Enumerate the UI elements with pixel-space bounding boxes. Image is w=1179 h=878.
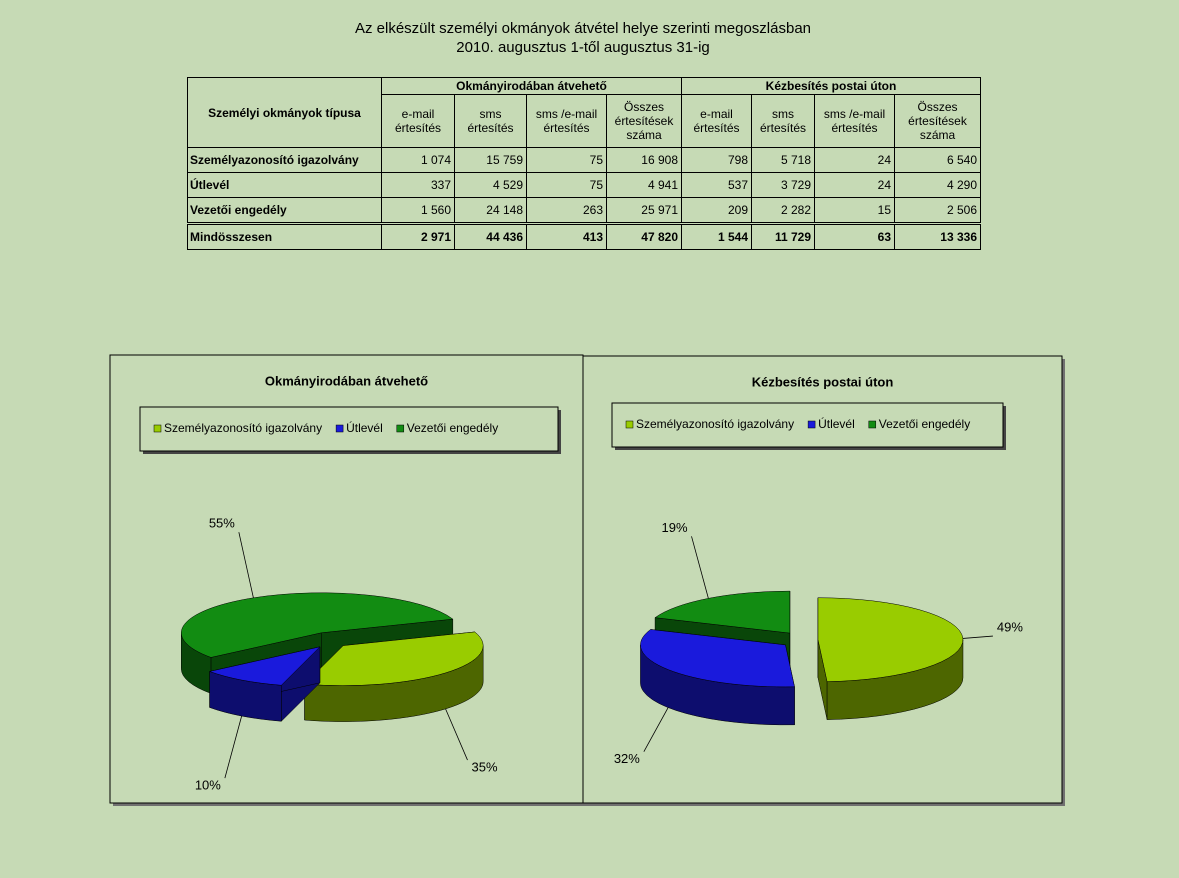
table-cell: Személyazonosító igazolvány bbox=[187, 147, 382, 173]
data-label: 19% bbox=[661, 520, 687, 535]
legend-swatch bbox=[153, 424, 162, 433]
table-cell: Vezetői engedély bbox=[187, 197, 382, 224]
table-cell: 337 bbox=[381, 172, 455, 198]
leader-line bbox=[962, 635, 993, 639]
legend-label: Vezetői engedély bbox=[407, 421, 498, 435]
table-cell: 15 bbox=[814, 197, 895, 224]
table-cell: 4 290 bbox=[894, 172, 981, 198]
pie-slice bbox=[304, 631, 484, 722]
leader-line bbox=[238, 532, 254, 598]
legend-swatch bbox=[396, 424, 405, 433]
table-cell: 15 759 bbox=[454, 147, 527, 173]
table-cell: 2 506 bbox=[894, 197, 981, 224]
table-cell: 537 bbox=[681, 172, 752, 198]
table-cell: Útlevél bbox=[187, 172, 382, 198]
leader-line bbox=[643, 707, 669, 752]
table-cell: 798 bbox=[681, 147, 752, 173]
table-cell: 16 908 bbox=[606, 147, 682, 173]
table-cell: 24 148 bbox=[454, 197, 527, 224]
legend-swatch bbox=[868, 420, 877, 429]
table-cell: 263 bbox=[526, 197, 607, 224]
table-cell: Összes értesítések száma bbox=[606, 94, 682, 148]
table-cell: 209 bbox=[681, 197, 752, 224]
pie-top bbox=[304, 631, 484, 686]
leader-line bbox=[224, 715, 243, 779]
table-cell: 75 bbox=[526, 147, 607, 173]
table-cell: 25 971 bbox=[606, 197, 682, 224]
legend-swatch bbox=[807, 420, 816, 429]
table-cell: 4 941 bbox=[606, 172, 682, 198]
table-cell: 1 560 bbox=[381, 197, 455, 224]
table-cell: sms értesítés bbox=[454, 94, 527, 148]
table-cell: 2 282 bbox=[751, 197, 815, 224]
table-cell: Személyi okmányok típusa bbox=[187, 77, 382, 148]
legend-swatch bbox=[335, 424, 344, 433]
pie-top bbox=[817, 597, 964, 682]
table-cell: 24 bbox=[814, 172, 895, 198]
table-row: Útlevél 337 4 529 75 4 941 537 3 729 24 4 290 bbox=[187, 172, 981, 198]
legend-label: Útlevél bbox=[346, 420, 383, 435]
data-table: Személyi okmányok típusa Okmányirodában á… bbox=[187, 77, 981, 250]
pie bbox=[640, 590, 964, 726]
pie-slice bbox=[817, 597, 964, 720]
table-cell: 5 718 bbox=[751, 147, 815, 173]
legend bbox=[139, 406, 559, 452]
pie bbox=[181, 592, 484, 722]
leader-line bbox=[445, 708, 468, 761]
table-cell: 3 729 bbox=[751, 172, 815, 198]
table-cell: Kézbesítés postai úton bbox=[681, 77, 981, 95]
table-cell: 24 bbox=[814, 147, 895, 173]
pie-top bbox=[181, 592, 454, 658]
chart-title: Kézbesítés postai úton bbox=[752, 374, 894, 389]
table-cell: 11 729 bbox=[751, 222, 815, 250]
pie-slice bbox=[208, 646, 321, 722]
data-label: 10% bbox=[195, 778, 221, 793]
table-cell: 413 bbox=[526, 222, 607, 250]
legend bbox=[611, 402, 1004, 448]
legend-label: Személyazonosító igazolvány bbox=[164, 421, 322, 435]
table-cell: 13 336 bbox=[894, 222, 981, 250]
table-cell: Mindösszesen bbox=[187, 222, 382, 250]
table-cell: 47 820 bbox=[606, 222, 682, 250]
data-label: 32% bbox=[614, 751, 640, 766]
table-row: Vezetői engedély 1 560 24 148 263 25 971 209 2… bbox=[187, 197, 981, 224]
leader-line bbox=[691, 536, 709, 599]
pie-slice bbox=[640, 629, 795, 726]
pie-top bbox=[208, 646, 321, 686]
table-cell: Okmányirodában átvehető bbox=[381, 77, 682, 95]
table-cell: 44 436 bbox=[454, 222, 527, 250]
table-cell: 4 529 bbox=[454, 172, 527, 198]
legend-label: Személyazonosító igazolvány bbox=[636, 417, 794, 431]
legend-label: Útlevél bbox=[818, 416, 855, 431]
table-cell: 2 971 bbox=[381, 222, 455, 250]
table-cell: 1 544 bbox=[681, 222, 752, 250]
chart-title: Okmányirodában átvehető bbox=[265, 373, 428, 388]
table-row: e-mail értesítés sms értesítés sms /e-mail… bbox=[188, 94, 981, 148]
table-cell: 6 540 bbox=[894, 147, 981, 173]
data-label: 49% bbox=[997, 620, 1023, 635]
title: Az elkészült személyi okmányok átvétel h… bbox=[355, 20, 811, 37]
table-row: Személyi okmányok típusa Okmányirodában á… bbox=[187, 77, 981, 148]
pie-top bbox=[640, 629, 795, 688]
table-cell: 1 074 bbox=[381, 147, 455, 173]
table-cell: Összes értesítések száma bbox=[894, 94, 981, 148]
legend-label: Vezetői engedély bbox=[879, 417, 970, 431]
table-cell: e-mail értesítés bbox=[381, 94, 455, 148]
table-cell: 75 bbox=[526, 172, 607, 198]
data-label: 35% bbox=[471, 759, 497, 774]
data-label: 55% bbox=[209, 516, 235, 531]
table-row: Mindösszesen 2 971 44 436 413 47 820 1 544 11 … bbox=[187, 222, 981, 250]
table-row: Személyazonosító igazolvány 1 074 15 759 75… bbox=[187, 147, 981, 173]
table-cell: e-mail értesítés bbox=[681, 94, 752, 148]
table-cell: sms értesítés bbox=[751, 94, 815, 148]
table-cell: sms /e-mail értesítés bbox=[814, 94, 895, 148]
subtitle: 2010. augusztus 1-től augusztus 31-ig bbox=[456, 39, 710, 56]
legend-swatch bbox=[625, 420, 634, 429]
table-cell: 63 bbox=[814, 222, 895, 250]
table-cell: sms /e-mail értesítés bbox=[526, 94, 607, 148]
